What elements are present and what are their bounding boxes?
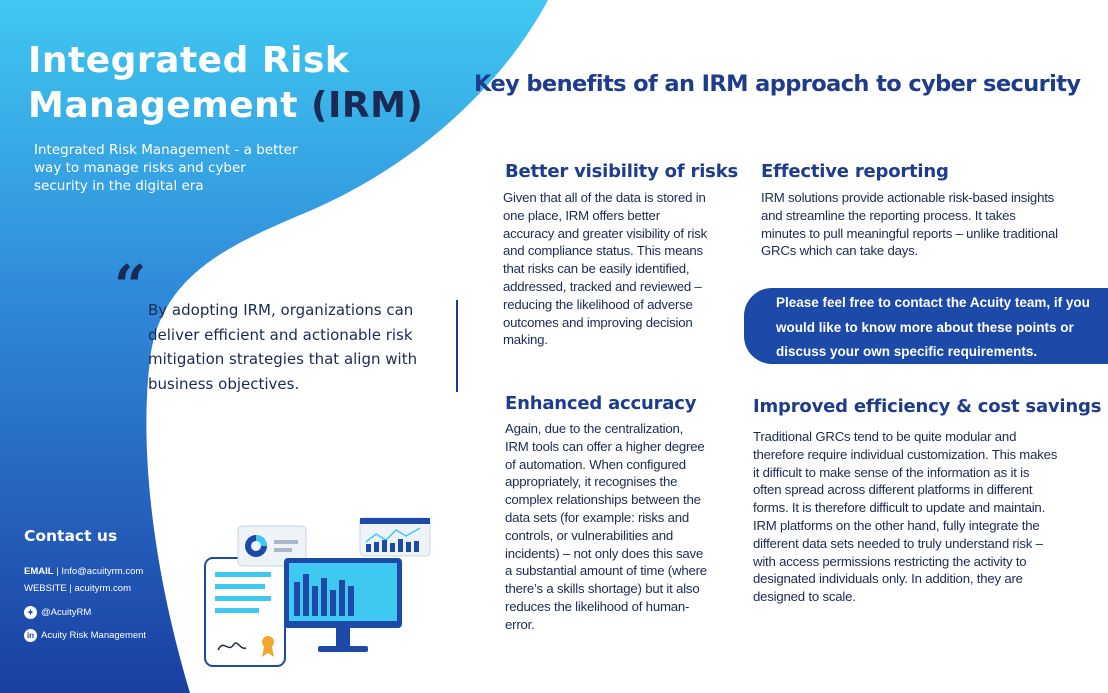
section-accuracy-body: Again, due to the centralization, IRM to… bbox=[505, 421, 707, 632]
title-line-1: Integrated Risk bbox=[28, 40, 350, 81]
twitter-handle[interactable]: @AcuityRM bbox=[41, 607, 92, 619]
contact-title: Contact us bbox=[24, 527, 118, 545]
website-link[interactable]: acuityrm.com bbox=[74, 583, 131, 594]
section-reporting-title: Effective reporting bbox=[761, 161, 949, 182]
title-abbreviation: (IRM) bbox=[311, 85, 424, 126]
contact-email-row: EMAIL | Info@acuityrm.com bbox=[24, 566, 143, 577]
contact-callout-box bbox=[744, 288, 1108, 364]
twitter-icon: ✦ bbox=[24, 606, 37, 619]
signature-icon bbox=[217, 642, 247, 651]
section-accuracy-title: Enhanced accuracy bbox=[505, 393, 697, 414]
page-title: Integrated Risk Management (IRM) bbox=[28, 38, 423, 128]
main-heading: Key benefits of an IRM approach to cyber… bbox=[474, 71, 1081, 97]
quote-mark-icon: “ bbox=[114, 253, 147, 319]
contact-twitter-row[interactable]: ✦ @AcuityRM bbox=[24, 606, 91, 619]
quote-text: By adopting IRM, organizations can deliv… bbox=[148, 301, 418, 393]
title-management: Management bbox=[28, 85, 312, 126]
section-efficiency-body: Traditional GRCs tend to be quite modula… bbox=[753, 429, 1058, 605]
section-visibility-title: Better visibility of risks bbox=[505, 161, 738, 182]
section-visibility-body: Given that all of the data is stored in … bbox=[503, 190, 708, 348]
email-label: EMAIL bbox=[24, 566, 54, 577]
title-line-2: Management (IRM) bbox=[28, 83, 423, 128]
email-separator: | bbox=[53, 566, 62, 577]
linkedin-icon: in bbox=[24, 629, 37, 642]
contact-website-row: WEBSITE | acuityrm.com bbox=[24, 583, 131, 594]
subtitle: Integrated Risk Management - a better wa… bbox=[34, 142, 298, 194]
linkedin-name[interactable]: Acuity Risk Management bbox=[41, 630, 147, 642]
website-label: WEBSITE bbox=[24, 583, 67, 594]
email-link[interactable]: Info@acuityrm.com bbox=[61, 566, 144, 577]
dashboard-illustration bbox=[204, 517, 431, 667]
seal-icon bbox=[262, 636, 274, 648]
contact-callout-text: Please feel free to contact the Acuity t… bbox=[776, 295, 1090, 359]
contact-linkedin-row[interactable]: in Acuity Risk Management bbox=[24, 629, 146, 642]
section-efficiency-title: Improved efficiency & cost savings bbox=[753, 396, 1102, 417]
section-reporting-body: IRM solutions provide actionable risk-ba… bbox=[761, 190, 1058, 259]
website-separator: | bbox=[66, 583, 75, 594]
quote-divider bbox=[456, 300, 458, 392]
